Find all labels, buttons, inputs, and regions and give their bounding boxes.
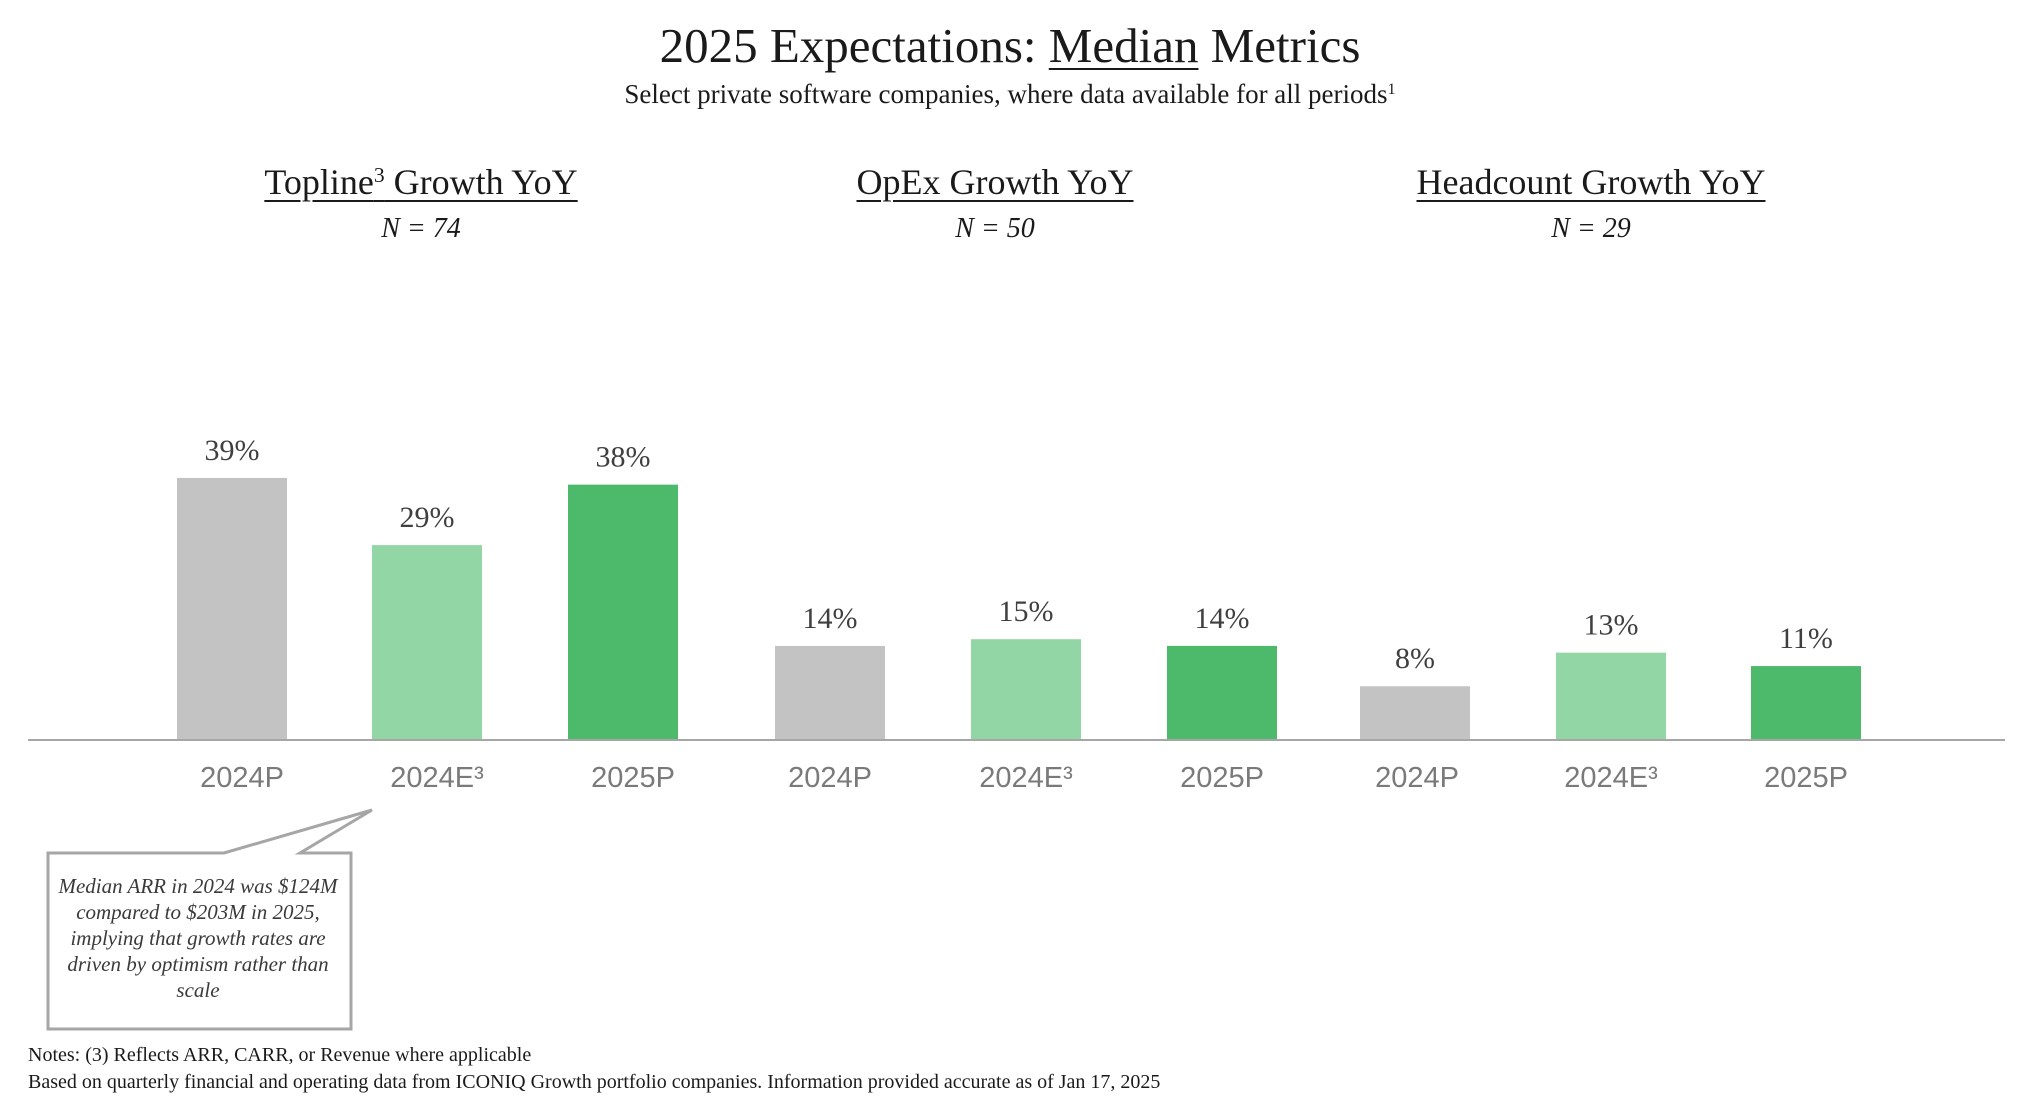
bar-value-label-3: 38%	[596, 441, 651, 474]
chart-title-emphasis: Median	[1048, 18, 1199, 73]
bar-4	[775, 645, 885, 740]
bar-value-label-2: 29%	[400, 501, 455, 534]
bar-5	[971, 639, 1081, 740]
panel-title-topline: Topline3 Growth YoY	[121, 160, 721, 204]
footnotes: Notes: (3) Reflects ARR, CARR, or Revenu…	[28, 1042, 1160, 1096]
bar-7	[1360, 686, 1470, 740]
chart-title: 2025 Expectations: Median Metrics	[0, 14, 2020, 78]
bar-value-label-5: 15%	[999, 595, 1054, 628]
chart-subtitle: Select private software companies, where…	[0, 76, 2020, 112]
footnote-line-1: Notes: (3) Reflects ARR, CARR, or Revenu…	[28, 1044, 532, 1066]
x-tick-label-2: 2024E³	[390, 762, 484, 794]
x-tick-label-4: 2024P	[788, 762, 872, 794]
bar-value-label-8: 13%	[1584, 609, 1639, 642]
bar-value-label-9: 11%	[1779, 622, 1833, 655]
footnote-line-2: Based on quarterly financial and operati…	[28, 1071, 1161, 1093]
bar-value-label-6: 14%	[1195, 602, 1250, 635]
bar-value-label-1: 39%	[205, 434, 260, 467]
panel-n-topline: N = 74	[381, 213, 461, 244]
panel-title-topline-rest: Growth YoY	[384, 162, 578, 202]
bar-1	[177, 477, 287, 740]
bar-2	[372, 545, 482, 740]
x-tick-label-5: 2024E³	[979, 762, 1073, 794]
panel-title-topline-footnote: 3	[373, 163, 385, 188]
x-tick-label-1: 2024P	[200, 762, 284, 794]
x-tick-label-8: 2024E³	[1564, 762, 1658, 794]
callout-text: Median ARR in 2024 was $124M compared to…	[58, 874, 338, 1002]
bar-3	[568, 484, 678, 740]
panel-title-headcount-text: Headcount Growth YoY	[1416, 162, 1766, 202]
panel-title-opex-text: OpEx Growth YoY	[856, 162, 1134, 202]
bar-value-label-4: 14%	[803, 602, 858, 635]
x-tick-label-7: 2024P	[1375, 762, 1459, 794]
callout-box	[46, 808, 373, 1031]
panel-title-topline-main: Topline	[264, 162, 374, 202]
bar-value-label-7: 8%	[1395, 642, 1435, 675]
panel-n-headcount: N = 29	[1551, 213, 1631, 244]
chart-subtitle-footnote: 1	[1387, 80, 1396, 99]
panel-title-headcount: Headcount Growth YoY	[1291, 160, 1891, 204]
bar-6	[1167, 645, 1277, 740]
x-tick-label-3: 2025P	[591, 762, 675, 794]
x-tick-label-9: 2025P	[1764, 762, 1848, 794]
chart-title-prefix: 2025 Expectations:	[659, 18, 1049, 73]
x-tick-label-6: 2025P	[1180, 762, 1264, 794]
panel-title-opex: OpEx Growth YoY	[695, 160, 1295, 204]
chart-title-suffix: Metrics	[1198, 18, 1361, 73]
bar-8	[1556, 652, 1666, 740]
chart-subtitle-text: Select private software companies, where…	[624, 79, 1388, 109]
panel-n-opex: N = 50	[955, 213, 1035, 244]
bar-9	[1751, 666, 1861, 740]
